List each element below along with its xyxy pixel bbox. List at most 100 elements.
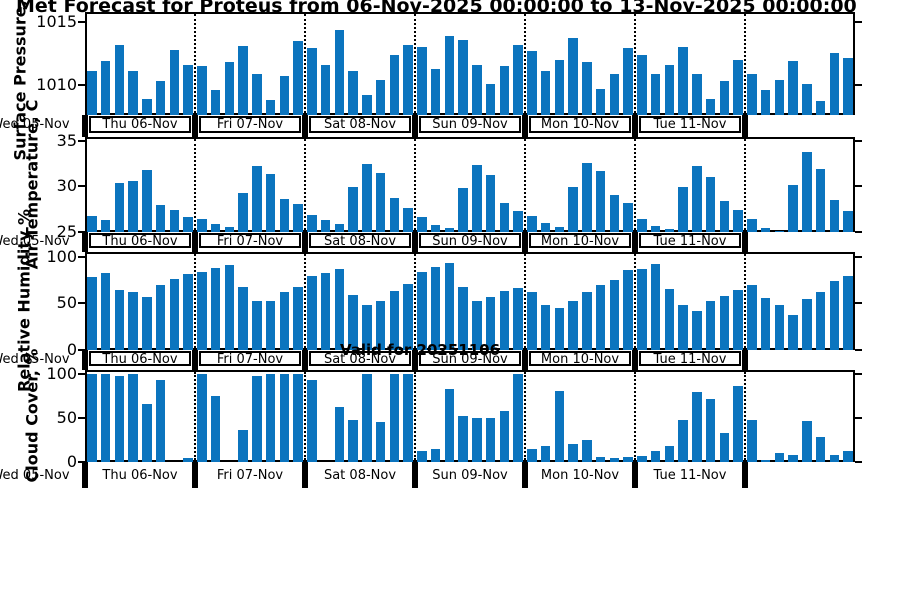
air-temperature-bar: [169, 210, 180, 232]
cloud-cover-bar: [774, 453, 785, 462]
relative-humidity-bar: [582, 292, 592, 350]
y-tick-mark: [78, 255, 85, 258]
x-tick-label-box: [309, 351, 411, 366]
x-tick-label-box: [419, 351, 521, 366]
cloud-cover-bar: [678, 420, 688, 462]
air-temperature-bar: [265, 174, 276, 232]
y-tick-mark: [855, 302, 862, 305]
cloud-cover-bar: [582, 439, 592, 462]
surface-pressure-bar: [485, 83, 496, 115]
x-tick-label: Wed 05-Nov: [0, 352, 70, 367]
day-gridline: [634, 14, 636, 113]
air-temperature-bar: [197, 219, 207, 232]
air-temperature-bar: [307, 214, 317, 232]
relative-humidity-bar: [362, 305, 372, 350]
relative-humidity-bar: [320, 272, 331, 350]
surface-pressure-bar: [582, 62, 592, 115]
air-temperature-bar: [829, 200, 840, 232]
cloud-cover-bar: [609, 457, 620, 462]
cloud-cover-bar: [843, 451, 853, 462]
surface-pressure-bar: [774, 79, 785, 115]
relative-humidity-bar: [458, 286, 468, 350]
y-tick-label: 1010: [36, 74, 77, 94]
cloud-cover-bar: [527, 448, 537, 462]
y-tick-label: 50: [56, 293, 77, 313]
air-temperature-bar: [100, 220, 111, 232]
day-gridline: [634, 372, 636, 460]
air-temperature-bar: [155, 204, 166, 232]
relative-humidity-bar: [568, 301, 578, 350]
cloud-cover-bar: [252, 376, 262, 462]
day-tick-mark: [302, 115, 308, 137]
relative-humidity-bar: [554, 308, 565, 350]
cloud-cover-bar: [692, 392, 702, 462]
surface-pressure-bar: [210, 89, 221, 115]
day-tick-mark: [412, 232, 418, 252]
relative-humidity-bar: [595, 284, 606, 350]
air-temperature-bar: [224, 226, 235, 232]
x-tick-label-box: [309, 116, 411, 133]
relative-humidity-bar: [760, 297, 771, 350]
relative-humidity-bar: [774, 305, 785, 350]
y-tick-mark: [855, 21, 862, 24]
surface-pressure-bar: [554, 59, 565, 115]
air-temperature-bar: [238, 192, 248, 232]
x-tick-label: Sun 09-Nov: [432, 117, 508, 132]
cloud-cover-bar: [375, 422, 386, 462]
relative-humidity-bar: [499, 291, 510, 350]
relative-humidity-bar: [403, 283, 413, 350]
day-tick-mark: [742, 350, 748, 370]
day-gridline: [634, 139, 636, 230]
x-tick-label-box: [89, 233, 191, 248]
air-temperature-bar: [664, 229, 675, 232]
x-tick-label: Thu 06-Nov: [102, 352, 178, 367]
air-temperature-bar: [430, 224, 441, 232]
day-tick-mark: [412, 115, 418, 137]
cloud-cover-bar: [485, 417, 496, 462]
air-temperature-bar: [87, 215, 97, 232]
surface-pressure-bar: [499, 66, 510, 115]
x-tick-label: Fri 07-Nov: [216, 117, 284, 132]
cloud-cover-bar: [114, 376, 125, 462]
surface-pressure-bar: [320, 64, 331, 115]
surface-pressure-bar: [513, 44, 523, 115]
day-tick-mark: [192, 350, 198, 370]
y-tick-mark: [855, 185, 862, 188]
cloud-cover-bar: [155, 379, 166, 462]
y-tick-mark: [855, 461, 862, 463]
surface-pressure-bar: [829, 53, 840, 115]
surface-pressure-bar: [114, 44, 125, 115]
cloud-cover-bar: [279, 373, 290, 462]
air-temperature-bar: [279, 199, 290, 232]
day-gridline: [744, 14, 746, 113]
y-tick-label: 100: [46, 363, 77, 383]
surface-pressure-bar: [279, 76, 290, 115]
y-tick-mark: [78, 302, 85, 305]
relative-humidity-bar: [788, 314, 798, 350]
day-gridline: [524, 14, 526, 113]
relative-humidity-bar: [375, 300, 386, 350]
surface-pressure-bar: [362, 94, 372, 115]
day-gridline: [304, 254, 306, 348]
y-tick-mark: [78, 83, 85, 86]
cloud-cover-axis-label: Cloud Cover, %: [22, 348, 42, 483]
surface-pressure-bar: [472, 64, 482, 115]
day-gridline: [524, 372, 526, 460]
cloud-cover-bar: [403, 373, 413, 462]
y-tick-mark: [78, 231, 85, 233]
x-tick-label-box: [639, 116, 741, 133]
air-temperature-bar: [582, 162, 592, 232]
cloud-cover-bar: [815, 437, 826, 462]
surface-pressure-bar: [843, 58, 853, 115]
surface-pressure-bar: [678, 47, 688, 115]
cloud-cover-bar: [623, 456, 633, 462]
air-temperature-bar: [527, 215, 537, 232]
surface-pressure-bar: [664, 64, 675, 115]
air-temperature-bar: [348, 187, 358, 232]
surface-pressure-bar: [87, 71, 97, 115]
relative-humidity-bar: [609, 280, 620, 350]
surface-pressure-bar: [815, 101, 826, 115]
relative-humidity-bar: [183, 274, 193, 350]
x-tick-label: Tue 11-Nov: [653, 117, 727, 132]
x-tick-label: Sat 08-Nov: [323, 352, 397, 367]
